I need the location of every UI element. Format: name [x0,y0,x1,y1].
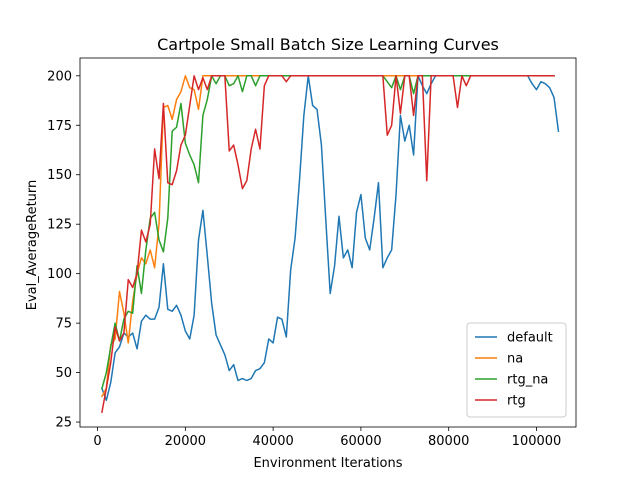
series-line-rtg [101,75,555,414]
y-tick-label: 175 [47,119,72,134]
x-tick-label: 60000 [340,434,381,449]
legend-label: rtg [507,394,526,409]
x-tick-label: 100000 [512,434,562,449]
y-tick-label: 25 [55,416,72,431]
legend-label: na [507,352,523,367]
legend-box [466,322,567,418]
plot-area: 0 20000 40000 60000 80000 100000 25 50 75 100 125 1… [47,57,577,449]
series-lines [100,75,560,414]
axes-frame [79,57,577,428]
y-tick-label: 150 [47,168,72,183]
x-axis-label: Environment Iterations [253,456,402,471]
x-tick-label: 80000 [428,434,469,449]
legend-label: default [507,331,553,346]
y-tick-label: 75 [55,317,72,332]
y-tick-label: 100 [47,267,72,282]
chart-title: Cartpole Small Batch Size Learning Curve… [157,35,499,54]
x-tick-label: 40000 [252,434,293,449]
x-tick-label: 20000 [165,434,206,449]
y-tick-label: 200 [47,69,72,84]
y-axis-label: Eval_AverageReturn [25,180,40,311]
x-tick-label: 0 [93,434,101,449]
legend-label: rtg_na [507,373,548,388]
y-tick-label: 125 [47,218,72,233]
y-tick-label: 50 [55,366,72,381]
